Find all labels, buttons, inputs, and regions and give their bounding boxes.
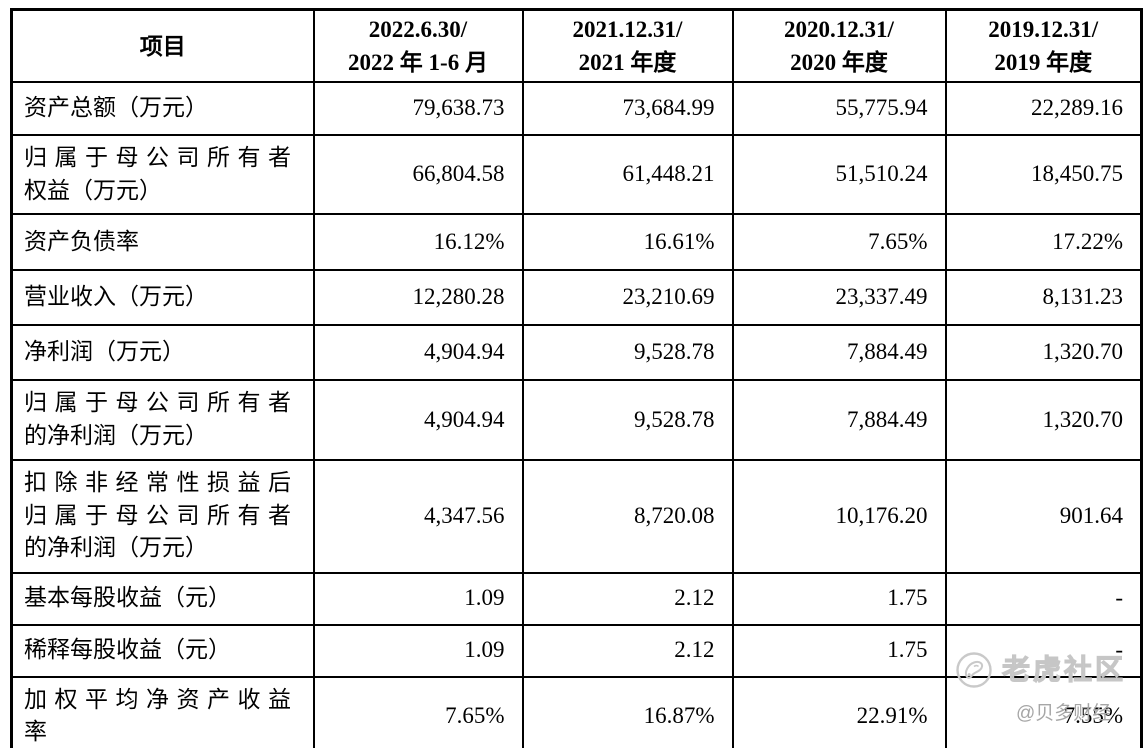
table-row: 基本每股收益（元） 1.09 2.12 1.75- (10, 571, 1143, 626)
value-cell: 23,210.69 (521, 269, 734, 327)
column-header: 2021.12.31/2021 年度 (521, 8, 734, 83)
financial-table: 项目 2022.6.30/2022 年 1-6 月 2021.12.31/2021 … (10, 8, 1143, 748)
value-cell: 55,775.94 (731, 81, 947, 136)
row-label-cell: 归属于母公司所有者 权益（万元） (10, 133, 315, 216)
value-cell: 4,904.94 (312, 379, 524, 461)
row-label-line: 基本每股收益（元） (24, 585, 231, 611)
value-cell: 1.09 (312, 571, 524, 626)
row-label-line: 归属于母公司所有者 (24, 502, 299, 528)
column-header: 2019.12.31/2019 年度 (944, 8, 1143, 83)
row-label-cell: 稀释每股收益（元） (10, 623, 315, 678)
row-label-line: 资产总额（万元） (24, 95, 208, 121)
value-cell: 18,450.75 (944, 133, 1143, 216)
value-cell: - (944, 623, 1143, 678)
column-header-line: 2019 年度 (994, 50, 1093, 75)
table-row: 营业收入（万元） 12,280.28 23,210.69 23,337.49 8,131… (10, 269, 1143, 327)
value-cell: 16.12% (312, 213, 524, 272)
column-header-line: 2022 年 1-6 月 (348, 50, 488, 75)
row-label-line: 加权平均净资产收益 (24, 686, 299, 712)
table-row: 稀释每股收益（元） 1.09 2.12 1.75- (10, 623, 1143, 678)
value-cell: 7.55% (944, 675, 1143, 748)
table-row: 扣除非经常性损益后 归属于母公司所有者 的净利润（万元） 4,347.56 8,720.… (10, 458, 1143, 574)
column-header: 2022.6.30/2022 年 1-6 月 (312, 8, 524, 83)
row-label-line: 权益（万元） (24, 177, 162, 203)
column-header-line: 2021.12.31/ (572, 17, 683, 42)
value-cell: 1.75 (731, 571, 947, 626)
value-cell: 9,528.78 (521, 379, 734, 461)
column-header-line: 2022.6.30/ (368, 17, 468, 42)
row-label-cell: 营业收入（万元） (10, 269, 315, 327)
value-cell: 61,448.21 (521, 133, 734, 216)
column-header-line: 2021 年度 (578, 50, 677, 75)
value-cell: 2.12 (521, 623, 734, 678)
value-cell: 4,904.94 (312, 324, 524, 382)
value-cell: 16.61% (521, 213, 734, 272)
value-cell: 1,320.70 (944, 324, 1143, 382)
table-row: 净利润（万元） 4,904.94 9,528.78 7,884.49 1,320.70 (10, 324, 1143, 382)
value-cell: 17.22% (944, 213, 1143, 272)
value-cell: 22,289.16 (944, 81, 1143, 136)
value-cell: 79,638.73 (312, 81, 524, 136)
row-label-line: 营业收入（万元） (24, 284, 208, 310)
header-row: 项目 2022.6.30/2022 年 1-6 月 2021.12.31/2021 … (10, 8, 1143, 83)
table-header: 项目 2022.6.30/2022 年 1-6 月 2021.12.31/2021 … (10, 8, 1143, 83)
table-row: 归属于母公司所有者 权益（万元） 66,804.58 61,448.21 51,510.… (10, 133, 1143, 216)
row-label-line: 净利润（万元） (24, 339, 185, 365)
value-cell: 51,510.24 (731, 133, 947, 216)
row-label-cell: 资产总额（万元） (10, 81, 315, 136)
column-header-line: 2020.12.31/ (784, 17, 894, 42)
value-cell: 4,347.56 (312, 458, 524, 574)
value-cell: 901.64 (944, 458, 1143, 574)
row-label-cell: 资产负债率 (10, 213, 315, 272)
row-label-line: 稀释每股收益（元） (24, 637, 231, 663)
value-cell: 66,804.58 (312, 133, 524, 216)
column-header: 项目 (10, 8, 315, 83)
value-cell: 7.65% (731, 213, 947, 272)
table-row: 资产负债率 16.12% 16.61% 7.65% 17.22% (10, 213, 1143, 272)
value-cell: 12,280.28 (312, 269, 524, 327)
value-cell: - (944, 571, 1143, 626)
table-body: 资产总额（万元） 79,638.73 73,684.99 55,775.94 22,28… (10, 81, 1143, 748)
value-cell: 1.09 (312, 623, 524, 678)
column-header-line: 2020 年度 (790, 50, 888, 75)
column-header-line: 2019.12.31/ (988, 17, 1099, 42)
row-label-line: 的净利润（万元） (24, 422, 208, 448)
value-cell: 7.65% (312, 675, 524, 748)
value-cell: 1,320.70 (944, 379, 1143, 461)
value-cell: 16.87% (521, 675, 734, 748)
row-label-cell: 加权平均净资产收益率 (10, 675, 315, 748)
table-row: 归属于母公司所有者 的净利润（万元） 4,904.94 9,528.78 7,884.4… (10, 379, 1143, 461)
row-label-cell: 基本每股收益（元） (10, 571, 315, 626)
row-label-line: 资产负债率 (24, 228, 139, 254)
row-label-cell: 净利润（万元） (10, 324, 315, 382)
row-label-line: 归属于母公司所有者 (24, 145, 299, 170)
row-label-line: 归属于母公司所有者 (24, 390, 299, 416)
value-cell: 2.12 (521, 571, 734, 626)
table-row: 资产总额（万元） 79,638.73 73,684.99 55,775.94 22,28… (10, 81, 1143, 136)
row-label-cell: 归属于母公司所有者 的净利润（万元） (10, 379, 315, 461)
table-row: 加权平均净资产收益率 7.65% 16.87% 22.91% 7.55% (10, 675, 1143, 748)
row-label-line: 率 (24, 719, 47, 745)
row-label-cell: 扣除非经常性损益后 归属于母公司所有者 的净利润（万元） (10, 458, 315, 574)
value-cell: 1.75 (731, 623, 947, 678)
row-label-line: 扣除非经常性损益后 (24, 470, 299, 496)
value-cell: 22.91% (731, 675, 947, 748)
value-cell: 9,528.78 (521, 324, 734, 382)
value-cell: 7,884.49 (731, 324, 947, 382)
row-label-line: 的净利润（万元） (24, 535, 208, 561)
column-header: 2020.12.31/2020 年度 (731, 8, 947, 83)
value-cell: 7,884.49 (731, 379, 947, 461)
value-cell: 73,684.99 (521, 81, 734, 136)
value-cell: 8,131.23 (944, 269, 1143, 327)
value-cell: 23,337.49 (731, 269, 947, 327)
column-header-line: 项目 (139, 33, 186, 59)
value-cell: 8,720.08 (521, 458, 734, 574)
value-cell: 10,176.20 (731, 458, 947, 574)
